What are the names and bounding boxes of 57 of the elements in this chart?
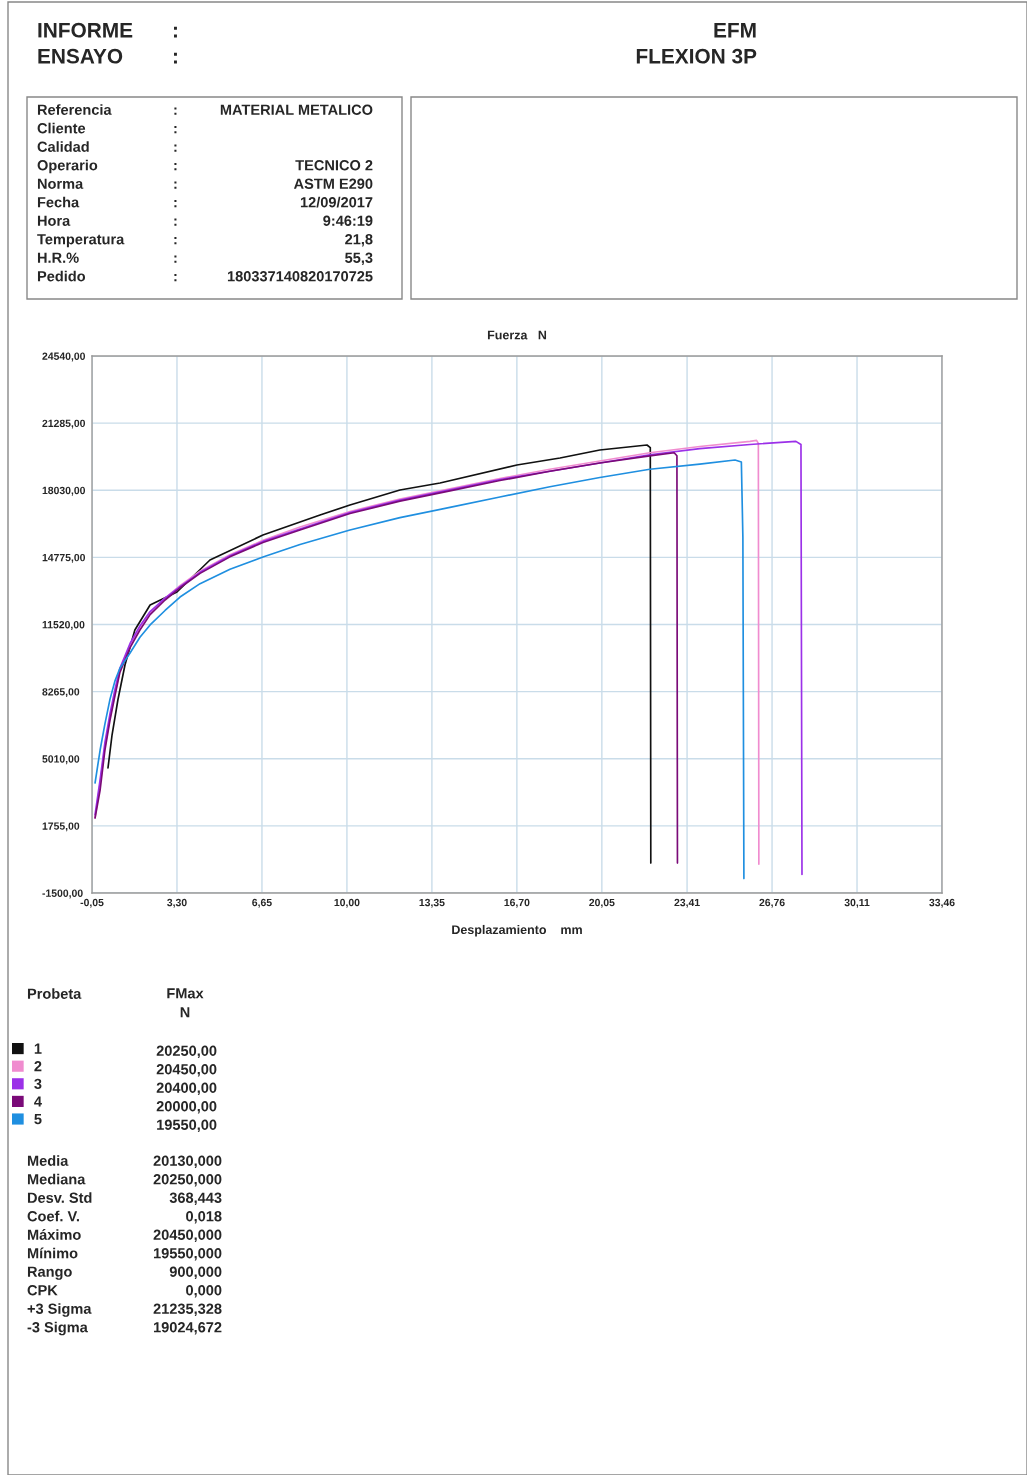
x-tick-label: 20,05 [589, 898, 615, 908]
text: Mínimo 19550,000 [27, 1247, 222, 1261]
text: Cliente : [37, 122, 177, 134]
y-tick-label: 11520,00 [42, 621, 85, 630]
legend-label: 2 [34, 1061, 42, 1072]
text: ENSAYO : [38, 48, 177, 64]
text: Norma : ASTM E290 [37, 178, 373, 189]
x-tick-label: -0,05 [80, 898, 104, 908]
y-tick-label: 21285,00 [42, 419, 86, 429]
text: CPK 0,000 [27, 1285, 222, 1298]
legend-label: 3 [34, 1078, 42, 1090]
text: Rango 900,000 [27, 1266, 222, 1280]
text: Fecha : 12/09/2017 [37, 196, 373, 208]
text: +3 Sigma 21235,328 [27, 1303, 222, 1317]
text: Hora : 9:46:19 [37, 215, 373, 226]
text: Media 20130,000 [27, 1155, 222, 1169]
text: 19550,00 [157, 1119, 217, 1133]
text: Probeta FMax N [27, 988, 204, 1018]
text: FLEXION 3P [636, 48, 757, 64]
text: Desv. Std 368,443 [27, 1192, 222, 1206]
chart-title: Fuerza N [487, 330, 547, 340]
text: Temperatura : 21,8 [37, 234, 373, 248]
y-tick-label: 18030,00 [42, 486, 86, 496]
y-tick-label: 14775,00 [42, 553, 86, 563]
text: Calidad : [37, 141, 177, 152]
x-tick-label: 23,41 [674, 898, 700, 908]
text: Pedido : 180337140820170725 [37, 270, 373, 282]
x-tick-label: 6,65 [252, 898, 272, 908]
x-tick-label: 30,11 [844, 898, 870, 908]
x-tick-label: 3,30 [167, 898, 187, 908]
x-tick-label: 13,35 [419, 898, 445, 908]
y-tick-label: -1500,00 [42, 889, 83, 899]
text: 20250,00 [156, 1045, 217, 1059]
text: H.R.% : 55,3 [37, 252, 373, 266]
x-tick-label: 10,00 [334, 898, 360, 908]
text: 20400,00 [156, 1082, 217, 1096]
text: Máximo 20450,000 [27, 1229, 222, 1243]
text: 20450,00 [156, 1064, 217, 1077]
y-tick-label: 24540,00 [42, 352, 86, 362]
legend-label: 5 [34, 1114, 42, 1125]
text: INFORME : [38, 22, 177, 38]
legend-label: 4 [34, 1096, 42, 1107]
text: 20000,00 [156, 1101, 217, 1114]
y-tick-label: 5010,00 [42, 755, 80, 765]
x-tick-label: 33,46 [929, 898, 955, 908]
text: EFM [714, 23, 756, 38]
x-axis-title: Desplazamiento mm [452, 924, 582, 937]
x-tick-label: 26,76 [759, 898, 785, 908]
text: Coef. V. 0,018 [27, 1210, 222, 1224]
text: Operario : TECNICO 2 [37, 159, 373, 174]
y-tick-label: 1755,00 [42, 822, 80, 832]
text: Mediana 20250,000 [27, 1173, 222, 1187]
y-tick-label: 8265,00 [42, 688, 80, 698]
legend-label: 1 [34, 1043, 42, 1054]
text: Referencia : MATERIAL METALICO [37, 104, 373, 115]
x-tick-label: 16,70 [504, 898, 530, 908]
text: -3 Sigma 19024,672 [27, 1321, 222, 1336]
